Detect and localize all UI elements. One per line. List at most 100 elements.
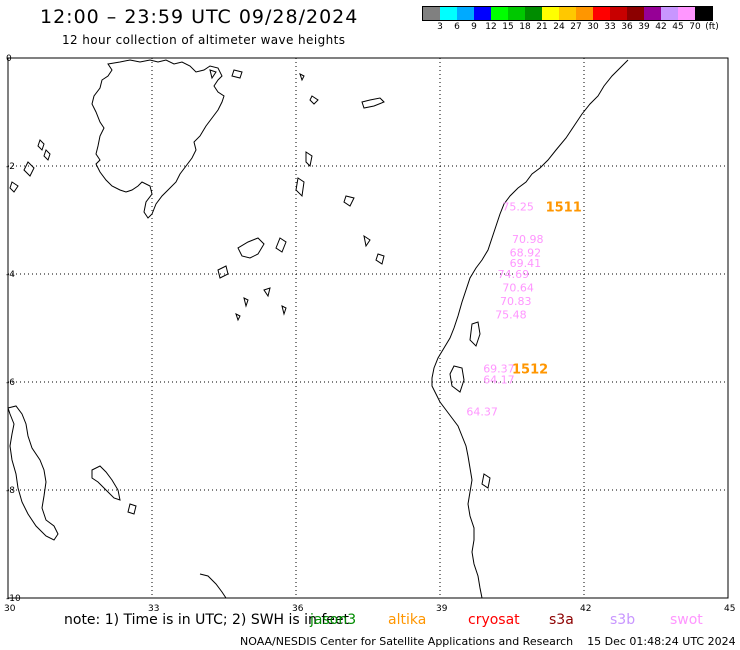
lake-victoria-outline bbox=[91, 59, 225, 219]
lat-tick-label: -8 bbox=[6, 486, 15, 496]
island bbox=[209, 69, 217, 80]
lake-tanganyika-outline bbox=[7, 405, 59, 541]
island bbox=[9, 181, 19, 193]
satellite-label: s3b bbox=[610, 612, 636, 628]
lake-eyasi-outline bbox=[237, 237, 265, 259]
notes-text: note: 1) Time is in UTC; 2) SWH is in fe… bbox=[64, 612, 350, 628]
lake-outline bbox=[127, 503, 137, 515]
footer-credit: NOAA/NESDIS Center for Satellite Applica… bbox=[240, 635, 736, 648]
lat-tick-label: -10 bbox=[6, 594, 21, 604]
east-africa-coastline bbox=[431, 59, 629, 599]
legend-swatch bbox=[661, 7, 678, 20]
lake-outline bbox=[281, 305, 287, 316]
island bbox=[37, 139, 45, 151]
legend-swatch bbox=[525, 7, 542, 20]
legend-label: (ft) bbox=[705, 22, 719, 32]
map-title: 12:00 – 23:59 UTC 09/28/2024 bbox=[40, 6, 359, 28]
pass-labels: 1511 1512 bbox=[512, 201, 582, 378]
observations: 75.25 70.9868.9269.4174.6970.6470.8375.48… bbox=[466, 201, 543, 419]
map-subtitle: 12 hour collection of altimeter wave hei… bbox=[62, 33, 346, 47]
pemba-island bbox=[469, 321, 481, 347]
legend-swatch bbox=[576, 7, 593, 20]
wave-height-value: 64.17 bbox=[483, 373, 515, 386]
legend-label: 70 bbox=[689, 22, 701, 32]
legend-swatch bbox=[440, 7, 457, 20]
lake-outline bbox=[375, 253, 385, 265]
legend-label: 12 bbox=[485, 22, 497, 32]
lake-natron-outline bbox=[305, 151, 313, 168]
lat-tick-label: -6 bbox=[6, 378, 15, 388]
lake-outline bbox=[363, 234, 371, 248]
satellite-label: s3a bbox=[549, 612, 574, 628]
map-frame bbox=[7, 57, 729, 599]
legend-swatch bbox=[474, 7, 491, 20]
wave-height-value: 68.92 bbox=[510, 246, 541, 259]
legend-swatch bbox=[508, 7, 525, 20]
notes-line: note: 1) Time is in UTC; 2) SWH is in fe… bbox=[64, 612, 349, 628]
lon-tick-label: 45 bbox=[724, 604, 735, 614]
wave-height-value: 75.48 bbox=[495, 309, 527, 322]
lat-tick-label: -4 bbox=[6, 270, 15, 280]
lake-outline bbox=[309, 95, 319, 105]
island bbox=[43, 149, 51, 161]
legend-swatch bbox=[559, 7, 576, 20]
legend-label: 6 bbox=[454, 22, 460, 32]
zanzibar-island bbox=[449, 365, 465, 393]
satellite-label: cryosat bbox=[468, 612, 520, 628]
wave-height-value: 69.41 bbox=[510, 257, 541, 270]
wave-height-value: 70.83 bbox=[500, 295, 532, 308]
axis-labels: 30 33 36 39 42 45 0 -2 -4 -6 -8 -10 bbox=[4, 54, 735, 614]
mafia-island bbox=[481, 473, 491, 489]
lon-tick-label: 39 bbox=[436, 604, 448, 614]
wave-height-value: 64.37 bbox=[466, 406, 498, 419]
legend-swatches bbox=[422, 6, 713, 21]
legend-label: 27 bbox=[570, 22, 582, 32]
legend-label: 39 bbox=[638, 22, 650, 32]
legend-label: 45 bbox=[672, 22, 684, 32]
lon-tick-label: 30 bbox=[4, 604, 16, 614]
legend-swatch bbox=[678, 7, 695, 20]
legend-label: 18 bbox=[519, 22, 531, 32]
island bbox=[231, 69, 243, 79]
lon-tick-label: 33 bbox=[148, 604, 159, 614]
color-legend: 3 6 9 12 15 18 21 24 27 30 33 36 39 42 45 70 (ft) bbox=[422, 6, 719, 35]
lake-outline bbox=[295, 177, 305, 198]
lat-tick-label: 0 bbox=[6, 54, 12, 64]
legend-label: 15 bbox=[502, 22, 514, 32]
legend-swatch bbox=[423, 7, 440, 20]
lake-malawi-outline bbox=[199, 573, 227, 599]
legend-swatch bbox=[457, 7, 474, 20]
legend-label: 21 bbox=[536, 22, 548, 32]
satellite-label: jason3 bbox=[310, 612, 357, 628]
legend-swatch bbox=[610, 7, 627, 20]
pass-number: 1512 bbox=[512, 363, 548, 378]
legend-label: 42 bbox=[655, 22, 667, 32]
wave-height-value: 69.37 bbox=[483, 363, 515, 376]
lake-outline bbox=[263, 287, 271, 298]
legend-swatch bbox=[491, 7, 508, 20]
lon-tick-label: 42 bbox=[580, 604, 591, 614]
wave-height-value: 75.25 bbox=[502, 201, 534, 214]
lake-outline bbox=[343, 195, 355, 207]
lake-outline bbox=[275, 237, 287, 253]
legend-label: 9 bbox=[471, 22, 477, 32]
island bbox=[23, 161, 35, 177]
coastlines bbox=[7, 59, 629, 599]
pass-number: 1511 bbox=[546, 201, 582, 216]
legend-label: 24 bbox=[553, 22, 565, 32]
legend-swatch bbox=[627, 7, 644, 20]
lake-outline bbox=[217, 265, 229, 279]
lake-outline bbox=[361, 97, 385, 109]
legend-label: 36 bbox=[621, 22, 633, 32]
lake-rukwa-outline bbox=[91, 465, 121, 501]
satellite-label: swot bbox=[670, 612, 703, 628]
legend-swatch bbox=[644, 7, 661, 20]
lon-tick-label: 36 bbox=[292, 604, 304, 614]
legend-swatch bbox=[593, 7, 610, 20]
legend-labels: 3 6 9 12 15 18 21 24 27 30 33 36 39 42 45 70 (ft) bbox=[422, 21, 719, 35]
lake-outline bbox=[235, 313, 241, 322]
wave-height-value: 70.98 bbox=[512, 233, 544, 246]
legend-label: 3 bbox=[437, 22, 443, 32]
legend-label: 30 bbox=[587, 22, 599, 32]
